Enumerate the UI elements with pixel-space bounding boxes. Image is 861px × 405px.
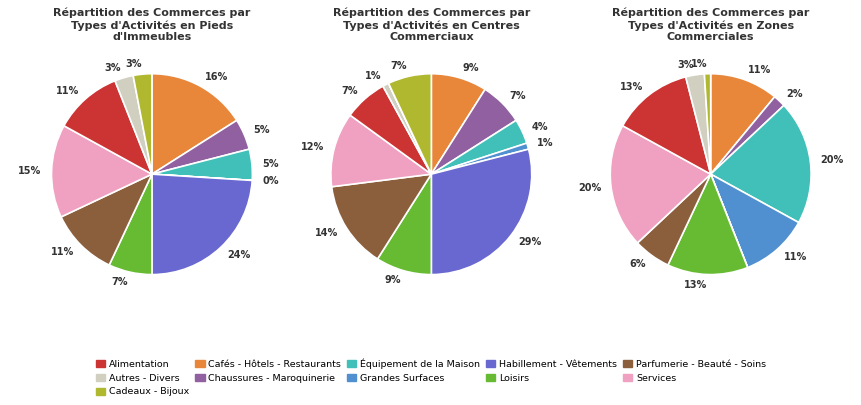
Text: 13%: 13% bbox=[619, 82, 642, 92]
Text: 11%: 11% bbox=[747, 65, 771, 75]
Title: Répartition des Commerces par
Types d'Activités en Zones
Commerciales: Répartition des Commerces par Types d'Ac… bbox=[611, 8, 808, 42]
Wedge shape bbox=[382, 83, 430, 174]
Wedge shape bbox=[610, 126, 709, 243]
Wedge shape bbox=[152, 174, 252, 181]
Wedge shape bbox=[115, 75, 152, 174]
Wedge shape bbox=[377, 174, 430, 275]
Wedge shape bbox=[709, 105, 810, 222]
Wedge shape bbox=[709, 174, 798, 268]
Wedge shape bbox=[430, 149, 531, 275]
Wedge shape bbox=[622, 77, 709, 174]
Text: 12%: 12% bbox=[300, 142, 324, 152]
Text: 16%: 16% bbox=[205, 72, 228, 82]
Text: 7%: 7% bbox=[111, 277, 127, 287]
Text: 4%: 4% bbox=[530, 122, 547, 132]
Text: 24%: 24% bbox=[227, 250, 251, 260]
Wedge shape bbox=[709, 97, 783, 174]
Wedge shape bbox=[430, 120, 526, 174]
Wedge shape bbox=[709, 174, 746, 268]
Text: 13%: 13% bbox=[683, 279, 706, 290]
Text: 14%: 14% bbox=[314, 228, 338, 239]
Text: 7%: 7% bbox=[390, 61, 406, 71]
Wedge shape bbox=[388, 74, 430, 174]
Title: Répartition des Commerces par
Types d'Activités en Centres
Commerciaux: Répartition des Commerces par Types d'Ac… bbox=[332, 8, 530, 42]
Legend: Alimentation, Autres - Divers, Cadeaux - Bijoux, Cafés - Hôtels - Restaurants, C: Alimentation, Autres - Divers, Cadeaux -… bbox=[92, 355, 769, 400]
Wedge shape bbox=[430, 90, 516, 174]
Wedge shape bbox=[152, 174, 252, 275]
Text: 9%: 9% bbox=[383, 275, 400, 285]
Wedge shape bbox=[109, 174, 152, 275]
Wedge shape bbox=[430, 74, 485, 174]
Wedge shape bbox=[703, 74, 709, 174]
Wedge shape bbox=[350, 86, 430, 174]
Wedge shape bbox=[430, 143, 528, 174]
Text: 0%: 0% bbox=[262, 176, 278, 186]
Text: 1%: 1% bbox=[364, 71, 381, 81]
Text: 1%: 1% bbox=[536, 139, 554, 148]
Wedge shape bbox=[331, 174, 430, 259]
Text: 11%: 11% bbox=[783, 252, 806, 262]
Text: 6%: 6% bbox=[629, 258, 645, 269]
Wedge shape bbox=[388, 83, 430, 174]
Text: 15%: 15% bbox=[18, 166, 41, 176]
Text: 11%: 11% bbox=[51, 247, 74, 257]
Text: 1%: 1% bbox=[690, 59, 706, 69]
Title: Répartition des Commerces par
Types d'Activités en Pieds
d'Immeubles: Répartition des Commerces par Types d'Ac… bbox=[53, 8, 251, 42]
Text: 7%: 7% bbox=[509, 91, 525, 101]
Text: 9%: 9% bbox=[461, 63, 478, 73]
Wedge shape bbox=[64, 81, 152, 174]
Text: 7%: 7% bbox=[341, 86, 358, 96]
Wedge shape bbox=[709, 74, 774, 174]
Text: 2%: 2% bbox=[785, 89, 802, 98]
Wedge shape bbox=[52, 126, 152, 217]
Wedge shape bbox=[684, 74, 709, 174]
Text: 29%: 29% bbox=[518, 237, 542, 247]
Text: 3%: 3% bbox=[104, 63, 121, 73]
Wedge shape bbox=[152, 74, 237, 174]
Wedge shape bbox=[133, 74, 152, 174]
Wedge shape bbox=[61, 174, 152, 265]
Text: 3%: 3% bbox=[125, 59, 141, 69]
Wedge shape bbox=[637, 174, 709, 265]
Wedge shape bbox=[331, 115, 430, 187]
Text: 20%: 20% bbox=[577, 183, 600, 193]
Text: 5%: 5% bbox=[253, 125, 269, 135]
Text: 11%: 11% bbox=[56, 86, 79, 96]
Text: 3%: 3% bbox=[676, 60, 692, 70]
Text: 20%: 20% bbox=[820, 155, 843, 165]
Wedge shape bbox=[152, 120, 249, 174]
Wedge shape bbox=[667, 174, 746, 275]
Text: 5%: 5% bbox=[262, 159, 278, 169]
Wedge shape bbox=[152, 149, 252, 181]
